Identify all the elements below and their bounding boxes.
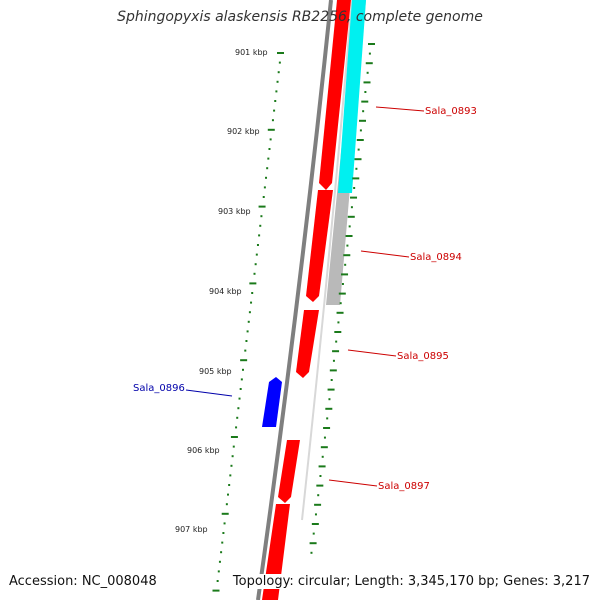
label-sala-0896[interactable]: Sala_0896	[133, 383, 185, 394]
kbp-907-label: 907 kbp	[175, 525, 208, 534]
leader-sala-0896	[185, 389, 233, 397]
topology-text: Topology: circular; Length: 3,345,170 bp…	[232, 574, 590, 589]
backbone-inner-line	[301, 0, 353, 521]
kbp-902-label: 902 kbp	[227, 127, 260, 136]
leader-sala-0894	[360, 250, 410, 258]
ticks-left	[212, 52, 284, 592]
kbp-901-label: 901 kbp	[235, 48, 268, 57]
kbp-906-label: 906 kbp	[187, 446, 220, 455]
leader-sala-0895	[347, 349, 397, 357]
kbp-904-label: 904 kbp	[209, 287, 242, 296]
gene-segment-1	[319, 0, 351, 190]
label-sala-0895[interactable]: Sala_0895	[397, 351, 449, 362]
kbp-905-label: 905 kbp	[199, 367, 232, 376]
gene-segment-2	[306, 190, 333, 302]
backbone-line	[256, 0, 333, 600]
leader-sala-0897	[328, 479, 378, 487]
label-sala-0893[interactable]: Sala_0893	[425, 106, 477, 117]
page-title: Sphingopyxis alaskensis RB2256, complete…	[117, 9, 483, 25]
accession-text: Accession: NC_008048	[9, 574, 157, 589]
label-sala-0894[interactable]: Sala_0894	[410, 252, 462, 263]
gene-segment-3	[296, 310, 319, 378]
label-sala-0897[interactable]: Sala_0897	[378, 481, 430, 492]
kbp-903-label: 903 kbp	[218, 207, 251, 216]
gene-sala-0896-shape	[262, 377, 282, 427]
ticks-right	[309, 43, 375, 554]
cyan-feature	[338, 0, 366, 193]
leader-sala-0893	[375, 106, 425, 112]
gene-segment-4	[278, 440, 300, 503]
kbp-labels: 901 kbp 902 kbp 903 kbp 904 kbp 905 kbp 906 k…	[175, 48, 268, 534]
